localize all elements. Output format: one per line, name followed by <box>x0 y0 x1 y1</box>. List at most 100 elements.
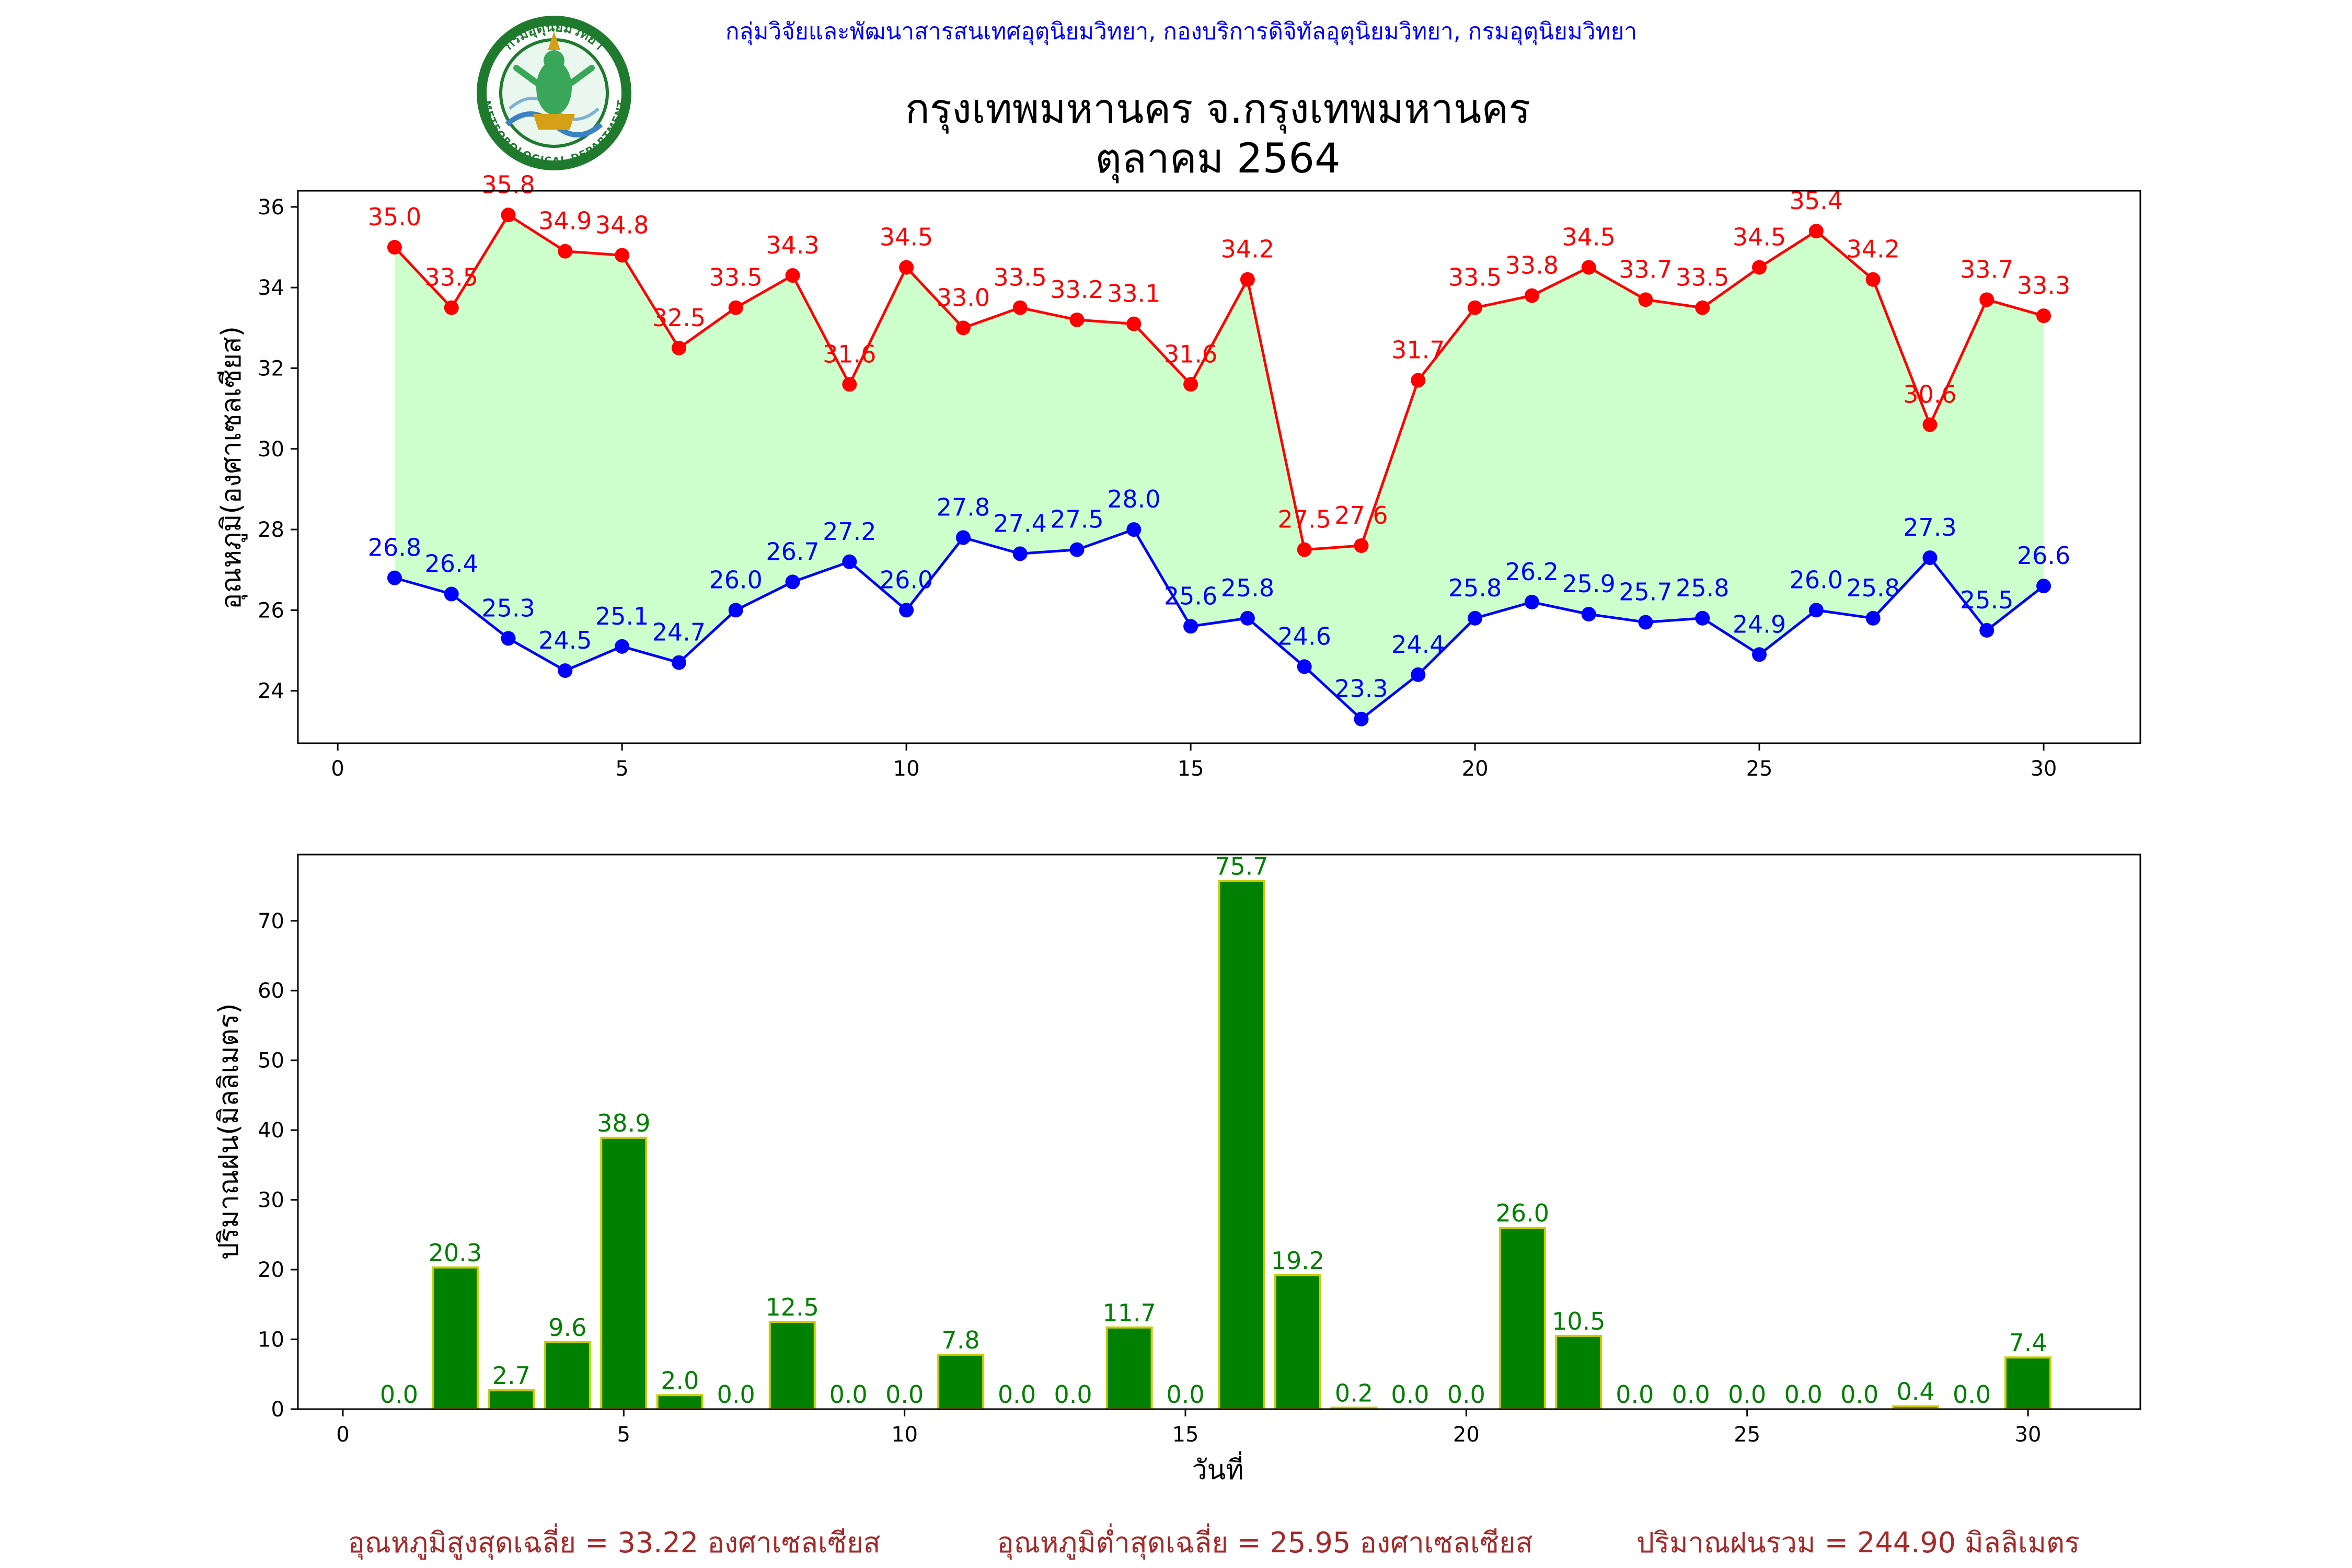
min-temperature-label: 25.8 <box>1448 574 1502 602</box>
rainfall-y-tick-label: 60 <box>258 979 284 1003</box>
min-temperature-label: 25.6 <box>1164 582 1217 610</box>
max-temperature-label: 33.3 <box>2017 271 2070 299</box>
max-temperature-label: 31.6 <box>1164 340 1217 368</box>
max-temperature-label: 34.3 <box>766 231 819 259</box>
rainfall-x-tick-label: 30 <box>2015 1423 2042 1447</box>
rainfall-bar-label: 0.0 <box>380 1380 418 1409</box>
rainfall-bar <box>656 1394 704 1410</box>
max-temperature-label: 35.8 <box>481 170 535 199</box>
min-temperature-point <box>1126 522 1142 537</box>
rainfall-bar-label: 7.4 <box>2009 1329 2047 1357</box>
rainfall-bar <box>2004 1356 2052 1410</box>
max-temperature-label: 33.5 <box>1676 263 1729 292</box>
temperature-range-area <box>395 215 2044 719</box>
rainfall-bar <box>1498 1227 1546 1411</box>
rainfall-chart: 0.0 20.3 2.7 9.6 38.9 2.0 0.0 12.5 0.0 0.0 7.8 0.0 0… <box>213 852 2141 1486</box>
temperature-y-tick-label: 30 <box>258 437 284 462</box>
max-temperature-point <box>842 377 857 392</box>
max-temperature-label: 34.5 <box>880 223 933 251</box>
max-temperature-point <box>387 240 402 255</box>
rainfall-bar-label: 0.4 <box>1897 1378 1935 1406</box>
max-temperature-point <box>615 248 630 263</box>
max-temperature-point <box>1752 260 1767 275</box>
max-temperature-label: 32.5 <box>652 304 706 332</box>
rainfall-x-tick-label: 25 <box>1734 1423 1760 1447</box>
rainfall-bar <box>544 1341 591 1410</box>
rainfall-y-tick-label: 70 <box>258 909 284 933</box>
rainfall-plot-frame <box>297 854 2141 1410</box>
rainfall-bar-label: 0.0 <box>829 1380 868 1409</box>
min-temperature-label: 26.0 <box>709 566 763 594</box>
max-temperature-label: 27.6 <box>1334 501 1388 529</box>
temperature-x-tick-label: 20 <box>1462 757 1489 781</box>
max-temperature-point <box>1297 542 1312 557</box>
min-temperature-point <box>728 603 743 618</box>
rainfall-bar-label: 2.7 <box>492 1362 531 1390</box>
chart-title: กรุงเทพมหานคร จ.กรุงเทพมหานคร <box>905 86 1531 134</box>
max-temperature-label: 33.5 <box>425 263 478 292</box>
rainfall-bar <box>1555 1334 1602 1410</box>
min-temperature-label: 28.0 <box>1107 485 1160 513</box>
max-temperature-label: 33.5 <box>1448 263 1502 292</box>
max-temperature-point <box>1012 300 1028 315</box>
max-temperature-label: 31.7 <box>1391 336 1445 364</box>
rainfall-y-tick-label: 10 <box>258 1328 284 1352</box>
rainfall-bar-label: 0.0 <box>717 1380 755 1409</box>
max-temperature-point <box>1240 272 1255 287</box>
max-temperature-label: 33.8 <box>1505 251 1559 280</box>
min-temperature-point <box>1808 603 1824 618</box>
max-temperature-point <box>1581 260 1596 275</box>
temperature-x-tick-label: 30 <box>2031 757 2057 781</box>
min-temperature-point <box>1581 607 1596 622</box>
rainfall-bar-label: 7.8 <box>942 1326 980 1354</box>
rainfall-bar-label: 26.0 <box>1496 1199 1549 1227</box>
max-temperature-label: 33.5 <box>709 263 763 292</box>
max-temperature-point <box>444 300 459 315</box>
max-temperature-label: 33.7 <box>1960 255 2013 283</box>
min-temperature-label: 25.8 <box>1846 574 1899 602</box>
max-temperature-label: 30.6 <box>1903 380 1956 408</box>
temperature-x-tick-label: 25 <box>1746 757 1773 781</box>
min-temperature-label: 26.0 <box>880 566 933 594</box>
max-temperature-label: 33.2 <box>1050 275 1103 304</box>
rainfall-bar-label: 0.0 <box>1391 1380 1429 1409</box>
temperature-y-tick-label: 24 <box>258 679 284 704</box>
max-temperature-point <box>1638 292 1653 307</box>
min-temperature-label: 27.2 <box>823 517 876 546</box>
rainfall-bar-label: 20.3 <box>429 1239 482 1267</box>
max-temperature-label: 34.5 <box>1733 223 1786 251</box>
rainfall-bar-label: 12.5 <box>766 1293 819 1321</box>
min-temperature-point <box>558 663 573 678</box>
max-temperature-point <box>1922 417 1938 432</box>
rainfall-bar-label: 0.0 <box>1447 1380 1485 1409</box>
min-temperature-point <box>1012 546 1028 561</box>
min-temperature-point <box>615 639 630 654</box>
max-temperature-point <box>1524 288 1539 303</box>
min-temperature-point <box>671 655 686 670</box>
rainfall-y-tick-label: 0 <box>271 1398 284 1422</box>
min-temperature-line <box>394 528 2045 721</box>
min-temperature-point <box>955 530 971 545</box>
footer-average-min: อุณหภูมิต่ำสุดเฉลี่ย = 25.95 องศาเซลเซีย… <box>997 1523 1532 1560</box>
temperature-y-tick-label: 28 <box>258 518 284 542</box>
min-temperature-label: 25.8 <box>1221 574 1274 602</box>
temperature-chart: 35.033.535.834.9 34.832.533.534.331.634.5… <box>216 170 2141 781</box>
temperature-x-tick-label: 10 <box>893 757 920 781</box>
max-temperature-label: 33.1 <box>1107 280 1160 308</box>
temperature-y-tick-label: 36 <box>258 195 284 220</box>
rainfall-bar <box>937 1353 985 1410</box>
min-temperature-point <box>1524 594 1539 609</box>
min-temperature-point <box>842 554 857 569</box>
meteorological-department-logo: กรมอุตุนิยมวิทยา METEOROLOGICAL DEPARTME… <box>477 16 631 170</box>
rainfall-bar-label: 0.2 <box>1335 1379 1373 1407</box>
min-temperature-label: 24.6 <box>1277 622 1331 650</box>
rainfall-bar-label: 0.0 <box>998 1380 1036 1409</box>
max-temperature-point <box>2036 308 2051 324</box>
rainfall-bar-label: 9.6 <box>548 1313 586 1342</box>
footer-average-max: อุณหภูมิสูงสุดเฉลี่ย = 33.22 องศาเซลเซีย… <box>348 1523 880 1560</box>
source-text: กลุ่มวิจัยและพัฒนาสารสนเทศอุตุนิยมวิทยา,… <box>725 18 1637 45</box>
rainfall-y-tick-label: 30 <box>258 1189 284 1213</box>
min-temperature-point <box>1240 610 1255 626</box>
min-temperature-label: 23.3 <box>1334 675 1388 703</box>
temperature-x-tick-label: 5 <box>615 757 628 781</box>
